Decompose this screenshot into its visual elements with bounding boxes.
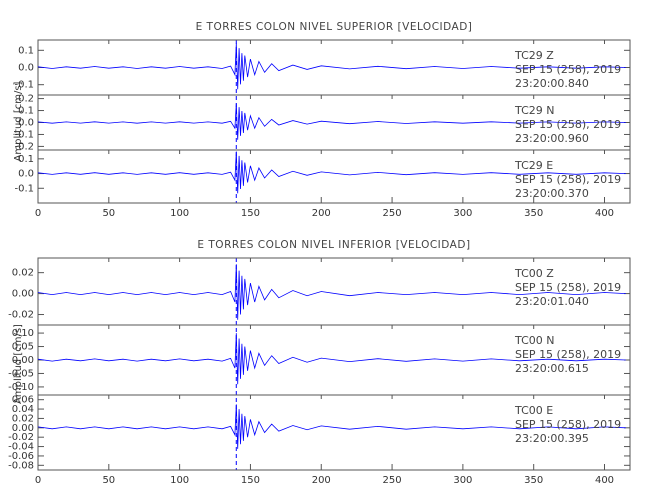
waveform	[37, 264, 626, 320]
y-tick-label: -0.08	[8, 460, 34, 471]
date-label: SEP 15 (258), 2019	[515, 118, 621, 131]
station-label: TC29 E	[514, 159, 553, 172]
date-label: SEP 15 (258), 2019	[515, 348, 621, 361]
x-tick-label: 200	[312, 475, 331, 486]
y-tick-label: 0.02	[12, 413, 34, 424]
y-tick-label: 0.0	[18, 169, 34, 180]
station-label: TC00 N	[514, 334, 554, 347]
station-label: TC00 E	[514, 404, 553, 417]
y-axis-label: Amplitud [cm/s]	[13, 324, 24, 404]
y-tick-label: 0.1	[18, 106, 34, 117]
x-tick-label: 50	[102, 208, 115, 219]
chart-title: E TORRES COLON NIVEL INFERIOR [VELOCIDAD…	[197, 239, 470, 251]
y-tick-label: 0.10	[12, 328, 34, 339]
date-label: SEP 15 (258), 2019	[515, 63, 621, 76]
chart-title: E TORRES COLON NIVEL SUPERIOR [VELOCIDAD…	[196, 21, 473, 33]
waveform	[37, 43, 626, 90]
time-label: 23:20:00.615	[515, 362, 589, 375]
x-tick-label: 300	[453, 475, 472, 486]
y-tick-label: -0.04	[8, 442, 34, 453]
time-label: 23:20:00.840	[515, 77, 589, 90]
date-label: SEP 15 (258), 2019	[515, 173, 621, 186]
x-tick-label: 250	[383, 475, 402, 486]
y-tick-label: 0.1	[18, 154, 34, 165]
y-tick-label: -0.1	[14, 80, 34, 91]
y-tick-label: 0.2	[18, 94, 34, 105]
y-tick-label: -0.1	[14, 129, 34, 140]
time-label: 23:20:00.960	[515, 132, 589, 145]
x-tick-label: 150	[241, 475, 260, 486]
x-tick-label: 400	[595, 208, 614, 219]
y-tick-label: -0.02	[8, 310, 34, 321]
waveform	[37, 333, 626, 385]
y-tick-label: 0.00	[12, 289, 34, 300]
y-tick-label: -0.2	[14, 141, 34, 152]
waveform	[37, 103, 626, 140]
x-tick-label: 0	[35, 208, 41, 219]
y-tick-label: -0.06	[8, 451, 34, 462]
station-label: TC00 Z	[514, 267, 554, 280]
y-tick-label: -0.10	[8, 382, 34, 393]
date-label: SEP 15 (258), 2019	[515, 281, 621, 294]
y-tick-label: -0.1	[14, 183, 34, 194]
station-label: TC29 Z	[514, 49, 554, 62]
x-tick-label: 350	[524, 208, 543, 219]
y-tick-label: 0.1	[18, 45, 34, 56]
station-label: TC29 N	[514, 104, 554, 117]
x-tick-label: 50	[102, 475, 115, 486]
y-tick-label: -0.05	[8, 368, 34, 379]
x-tick-label: 150	[241, 208, 260, 219]
y-tick-label: 0.06	[12, 395, 34, 406]
x-tick-label: 100	[170, 475, 189, 486]
x-tick-label: 400	[595, 475, 614, 486]
y-tick-label: 0.05	[12, 342, 34, 353]
x-tick-label: 300	[453, 208, 472, 219]
panel-frame	[37, 394, 631, 471]
x-tick-label: 200	[312, 208, 331, 219]
y-tick-label: 0.0	[18, 63, 34, 74]
x-tick-label: 100	[170, 208, 189, 219]
y-tick-label: -0.02	[8, 432, 34, 443]
date-label: SEP 15 (258), 2019	[515, 418, 621, 431]
y-axis-label: Amplitud [cm/s]	[13, 81, 24, 161]
y-tick-label: 0.04	[12, 404, 34, 415]
x-tick-label: 250	[383, 208, 402, 219]
time-label: 23:20:00.395	[515, 432, 589, 445]
y-tick-label: 0.0	[18, 118, 34, 129]
waveform	[37, 404, 626, 449]
y-tick-label: 0.02	[12, 268, 34, 279]
panel-frame	[37, 149, 631, 204]
x-tick-label: 350	[524, 475, 543, 486]
y-tick-label: 0.00	[12, 423, 34, 434]
time-label: 23:20:01.040	[515, 295, 589, 308]
x-tick-label: 0	[35, 475, 41, 486]
y-tick-label: 0.00	[12, 355, 34, 366]
waveform	[37, 151, 626, 194]
time-label: 23:20:00.370	[515, 187, 589, 200]
